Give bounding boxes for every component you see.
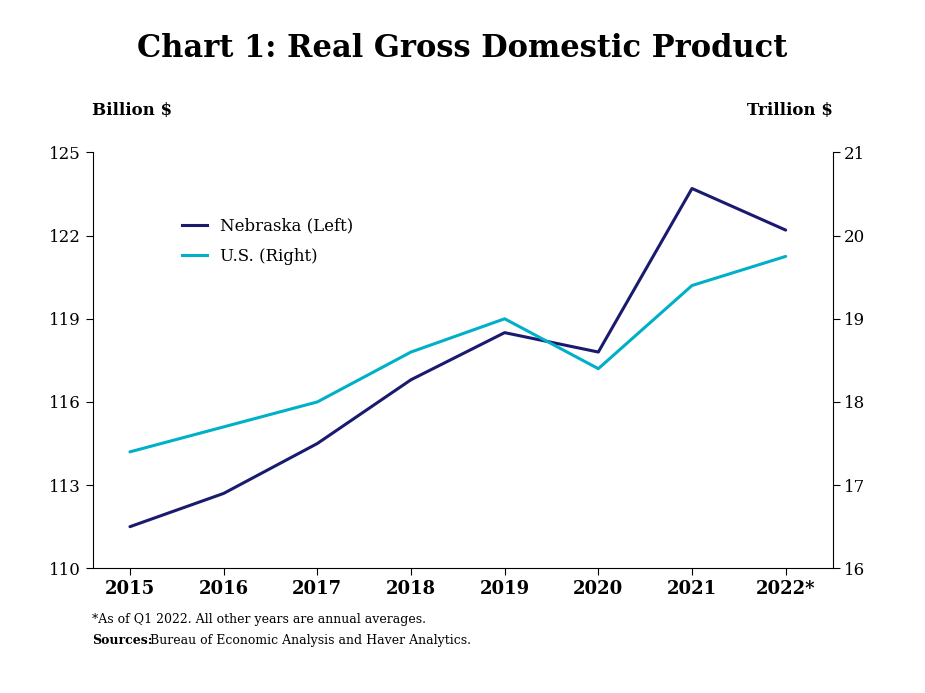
Text: *As of Q1 2022. All other years are annual averages.: *As of Q1 2022. All other years are annu… [92, 613, 426, 626]
Text: Trillion $: Trillion $ [746, 102, 832, 119]
Text: Bureau of Economic Analysis and Haver Analytics.: Bureau of Economic Analysis and Haver An… [146, 634, 471, 647]
Text: Sources:: Sources: [92, 634, 153, 647]
Text: Billion $: Billion $ [92, 102, 173, 119]
Legend: Nebraska (Left), U.S. (Right): Nebraska (Left), U.S. (Right) [175, 211, 360, 272]
Text: Chart 1: Real Gross Domestic Product: Chart 1: Real Gross Domestic Product [137, 33, 788, 64]
